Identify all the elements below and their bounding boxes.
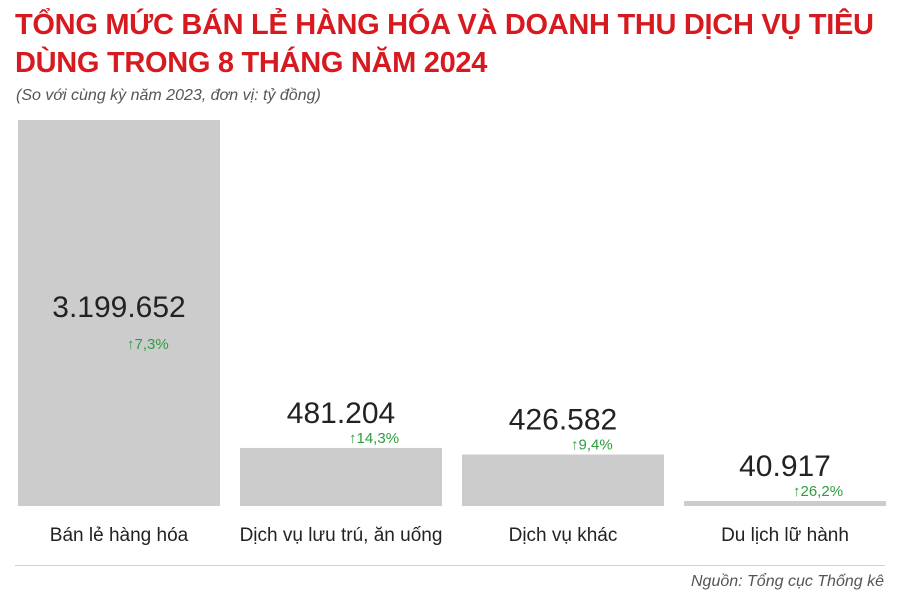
change-label-4: ↑26,2% <box>793 483 843 500</box>
category-label-1: Bán lẻ hàng hóa <box>50 525 189 546</box>
change-label-2: ↑14,3% <box>349 430 399 447</box>
bar-3 <box>462 454 664 506</box>
value-label-1: 3.199.652 <box>52 291 185 324</box>
chart-title: TỔNG MỨC BÁN LẺ HÀNG HÓA VÀ DOANH THU DỊ… <box>15 9 874 79</box>
chart-subtitle: (So với cùng kỳ năm 2023, đơn vị: tỷ đồn… <box>16 87 321 104</box>
category-label-4: Du lịch lữ hành <box>721 525 849 546</box>
bar-chart: 3.199.652 ↑7,3% Bán lẻ hàng hóa 481.204↑14,… <box>18 120 886 546</box>
category-label-2: Dịch vụ lưu trú, ăn uống <box>240 525 443 546</box>
value-label-2: 481.204 <box>287 397 395 430</box>
footer-divider <box>15 565 885 566</box>
bar-1 <box>18 120 220 506</box>
change-label-3: ↑9,4% <box>571 437 613 454</box>
value-label-3: 426.582 <box>509 404 617 437</box>
value-label-4: 40.917 <box>739 450 831 483</box>
bar-4 <box>684 501 886 506</box>
source-note: Nguồn: Tổng cục Thống kê <box>690 573 884 590</box>
change-label-1: ↑7,3% <box>127 336 169 353</box>
category-label-3: Dịch vụ khác <box>509 525 618 546</box>
bar-2 <box>240 447 442 506</box>
